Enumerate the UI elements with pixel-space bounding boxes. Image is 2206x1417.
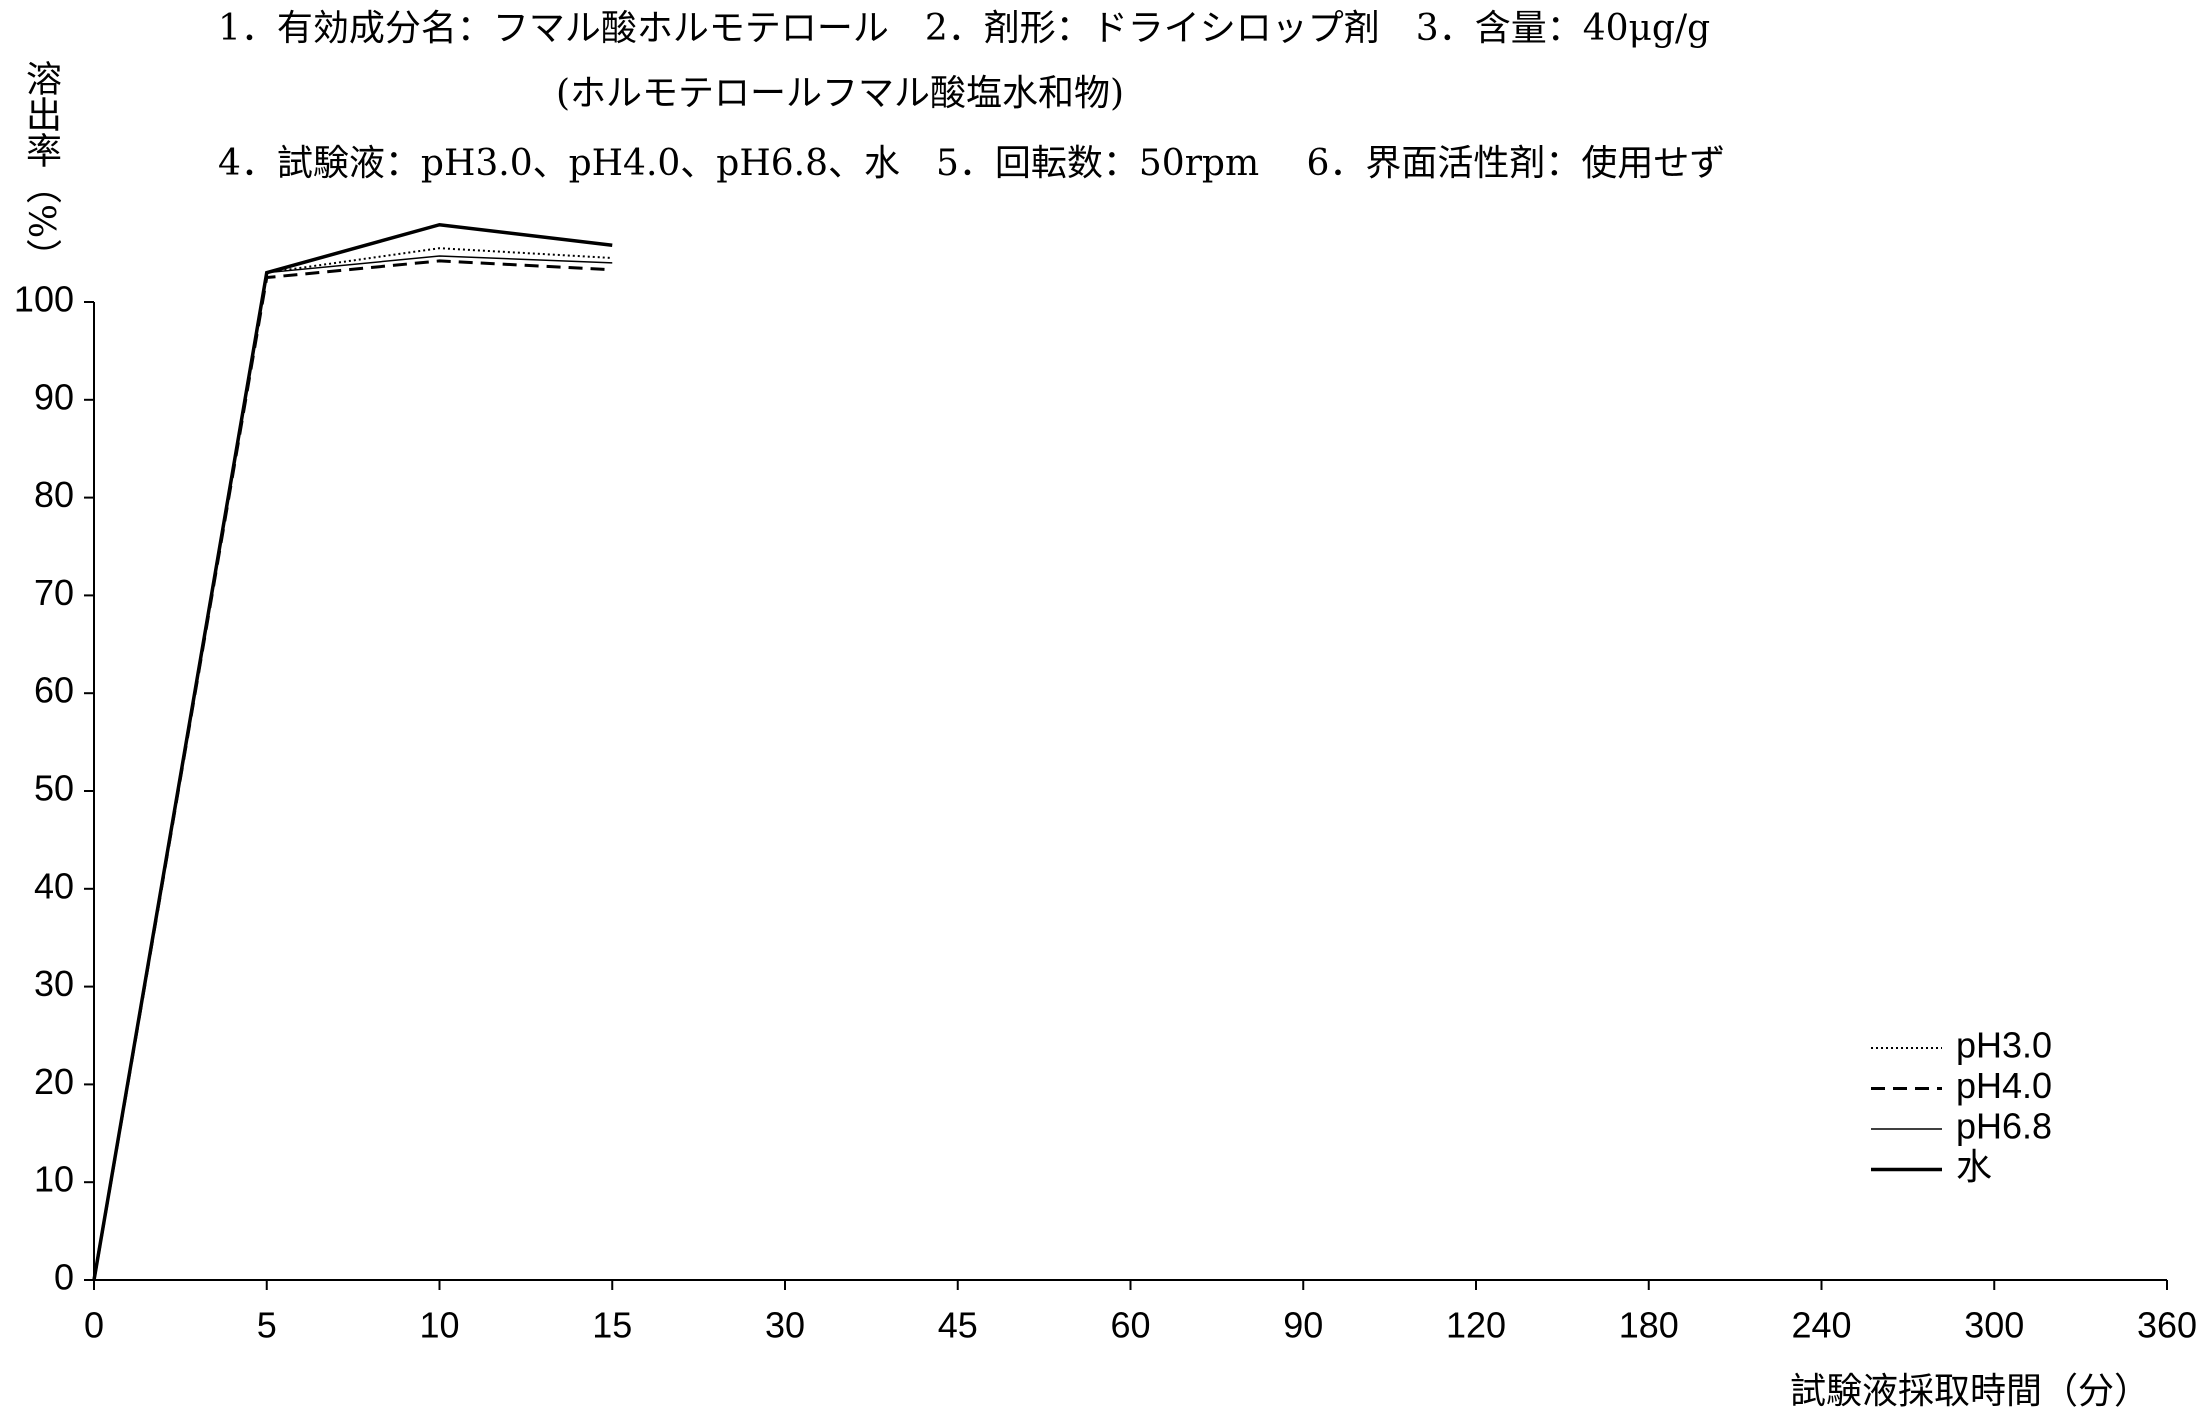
x-tick-label: 0 <box>84 1305 104 1346</box>
y-tick-label: 90 <box>34 376 74 417</box>
y-tick-label: 80 <box>34 474 74 515</box>
y-tick-label: 60 <box>34 670 74 711</box>
y-axis-label: 溶出率（%） <box>20 60 62 275</box>
data-line <box>93 255 613 1281</box>
data-line <box>92 259 613 1281</box>
y-tick-label: 100 <box>14 279 74 320</box>
chart-title: 1．有効成分名：フマル酸ホルモテロール 2．剤形：ドライシロップ剤 3．含量：4… <box>218 8 1710 49</box>
y-tick-label: 40 <box>34 865 74 906</box>
x-tick-label: 45 <box>938 1305 978 1346</box>
x-tick-label: 180 <box>1619 1305 1679 1346</box>
x-tick-label: 360 <box>2137 1305 2197 1346</box>
y-tick-label: 20 <box>34 1061 74 1102</box>
x-tick-label: 300 <box>1964 1305 2024 1346</box>
x-tick-label: 120 <box>1446 1305 1506 1346</box>
legend-label: pH6.8 <box>1956 1106 2052 1147</box>
y-tick-label: 0 <box>54 1257 74 1298</box>
x-tick-label: 15 <box>592 1305 632 1346</box>
data-line <box>93 247 613 1281</box>
y-tick-label: 50 <box>34 768 74 809</box>
x-axis-label: 試験液採取時間（分） <box>1790 1371 2150 1412</box>
legend-label: pH4.0 <box>1956 1065 2052 1106</box>
x-tick-label: 90 <box>1283 1305 1323 1346</box>
y-tick-label: 10 <box>34 1159 74 1200</box>
data-line <box>92 222 613 1281</box>
chart-title: (ホルモテロールフマル酸塩水和物) <box>556 73 1124 114</box>
x-tick-label: 240 <box>1791 1305 1851 1346</box>
x-tick-label: 5 <box>257 1305 277 1346</box>
y-tick-label: 70 <box>34 572 74 613</box>
legend-label: 水 <box>1956 1146 1992 1187</box>
x-tick-label: 30 <box>765 1305 805 1346</box>
legend-label: pH3.0 <box>1956 1025 2052 1066</box>
chart-title: 4．試験液：pH3.0、pH4.0、pH6.8、水 5．回転数：50rpm 6．… <box>218 143 1725 184</box>
x-tick-label: 60 <box>1110 1305 1150 1346</box>
x-tick-label: 10 <box>419 1305 459 1346</box>
y-tick-label: 30 <box>34 963 74 1004</box>
